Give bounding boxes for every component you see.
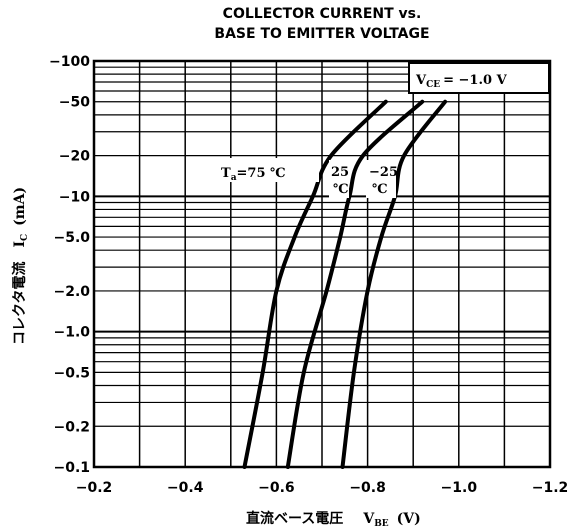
x-tick-label: −0.4 [167, 480, 204, 496]
series-curve-1 [285, 99, 425, 469]
series-label-75: Ta=75 ℃ [221, 166, 286, 183]
series-curves [242, 99, 448, 469]
grid [94, 61, 550, 467]
x-tick-label: −0.8 [349, 480, 386, 496]
condition-box [408, 62, 550, 94]
x-tick-label: −0.2 [76, 480, 113, 496]
series-label-bg-m25 [366, 160, 396, 198]
condition-label: VCE = −1.0 V [415, 73, 508, 90]
y-tick-label: −5.0 [53, 230, 90, 246]
series-label-m25: −25 [369, 165, 398, 180]
y-tick-label: −50 [59, 95, 90, 111]
series-label-bg-75 [219, 158, 319, 182]
series-label-m25-unit: ℃ [372, 182, 388, 197]
x-tick-label: −1.2 [532, 480, 569, 496]
y-tick-label: −10 [59, 189, 90, 205]
series-label-25: 25 [331, 165, 349, 180]
y-tick-labels: −100 −50 −20 −10 −5.0 −2.0 −1.0 −0.5 −0.2 −0.1 [49, 54, 90, 476]
series-curve-2 [340, 99, 448, 469]
series-label-bg-25 [329, 160, 349, 198]
x-tick-label: −0.6 [258, 480, 295, 496]
chart-title: COLLECTOR CURRENT vs. [223, 6, 422, 22]
x-tick-label: −1.0 [441, 480, 478, 496]
plot-frame [92, 59, 552, 469]
x-axis-label: 直流ベース電圧 VBE (V) [246, 510, 421, 529]
chart-subtitle: BASE TO EMITTER VOLTAGE [214, 26, 429, 42]
series-label-25-unit: ℃ [333, 182, 349, 197]
x-tick-labels: −0.2 −0.4 −0.6 −0.8 −1.0 −1.2 [76, 480, 569, 496]
y-tick-label: −100 [49, 54, 90, 70]
y-tick-label: −1.0 [53, 325, 90, 341]
y-tick-label: −20 [59, 149, 90, 165]
series-curve-0 [242, 99, 388, 469]
y-axis-label: コレクタ電流IC(mA) [11, 187, 30, 345]
y-tick-label: −0.5 [53, 365, 90, 381]
y-tick-label: −0.2 [53, 419, 90, 435]
y-tick-label: −0.1 [53, 460, 90, 476]
y-tick-label: −2.0 [53, 284, 90, 300]
